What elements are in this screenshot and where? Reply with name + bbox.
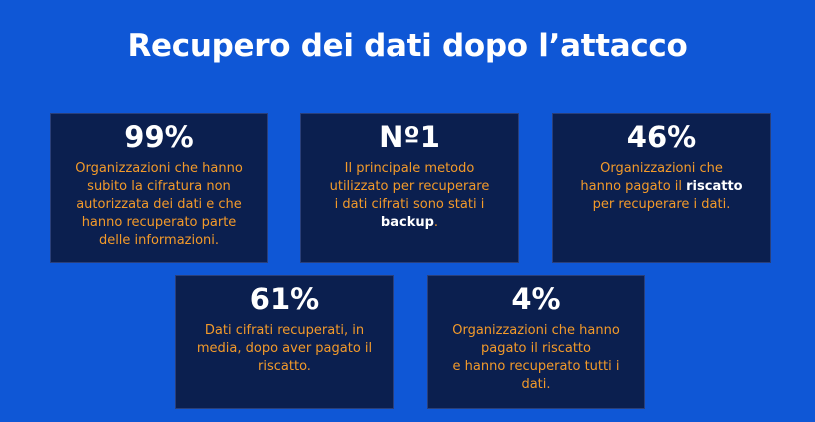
- desc-line: utilizzato per recuperare: [329, 179, 490, 194]
- stat-description: Organizzazioni che hanno subito la cifra…: [61, 160, 257, 250]
- desc-line: media, dopo aver pagato il: [196, 341, 373, 356]
- desc-bold: backup: [380, 215, 434, 230]
- stat-card-61: 61% Dati cifrati recuperati, in media, d…: [175, 275, 394, 409]
- stat-description: Il principale metodo utilizzato per recu…: [311, 160, 508, 232]
- desc-line: riscatto.: [258, 359, 311, 374]
- stat-value: Nº1: [379, 120, 440, 154]
- stat-description: Organizzazioni che hanno pagato il risca…: [438, 322, 634, 394]
- stat-card-n1: Nº1 Il principale metodo utilizzato per …: [300, 113, 519, 263]
- desc-line: Organizzazioni che: [600, 161, 723, 176]
- stat-card-4: 4% Organizzazioni che hanno pagato il ri…: [427, 275, 645, 409]
- desc-line: i dati cifrati sono stati i: [334, 197, 485, 212]
- desc-line: per recuperare i dati.: [592, 197, 731, 212]
- stat-description: Dati cifrati recuperati, in media, dopo …: [186, 322, 383, 376]
- page-title: Recupero dei dati dopo l’attacco: [127, 28, 688, 64]
- desc-line: delle informazioni.: [98, 233, 220, 248]
- desc-line: Dati cifrati recuperati, in: [204, 323, 365, 338]
- desc-line: dati.: [521, 377, 551, 392]
- stat-card-99: 99% Organizzazioni che hanno subito la c…: [50, 113, 268, 263]
- stat-value: 4%: [511, 282, 561, 316]
- desc-line: autorizzata dei dati e che: [76, 197, 242, 212]
- stat-description: Organizzazioni che hanno pagato il risca…: [563, 160, 760, 214]
- desc-tail: .: [433, 215, 439, 230]
- desc-line: subito la cifratura non: [87, 179, 231, 194]
- stat-value: 46%: [626, 120, 697, 154]
- stat-card-46: 46% Organizzazioni che hanno pagato il r…: [552, 113, 771, 263]
- stat-value: 61%: [249, 282, 320, 316]
- stat-value: 99%: [124, 120, 194, 154]
- desc-line: Organizzazioni che hanno: [75, 161, 243, 176]
- desc-line: hanno pagato il: [580, 179, 687, 194]
- desc-bold: riscatto: [686, 179, 743, 194]
- desc-line: pagato il riscatto: [481, 341, 591, 356]
- desc-line: Organizzazioni che hanno: [452, 323, 620, 338]
- desc-line: e hanno recuperato tutti i: [452, 359, 620, 374]
- desc-line: hanno recuperato parte: [81, 215, 237, 230]
- desc-line: Il principale metodo: [344, 161, 475, 176]
